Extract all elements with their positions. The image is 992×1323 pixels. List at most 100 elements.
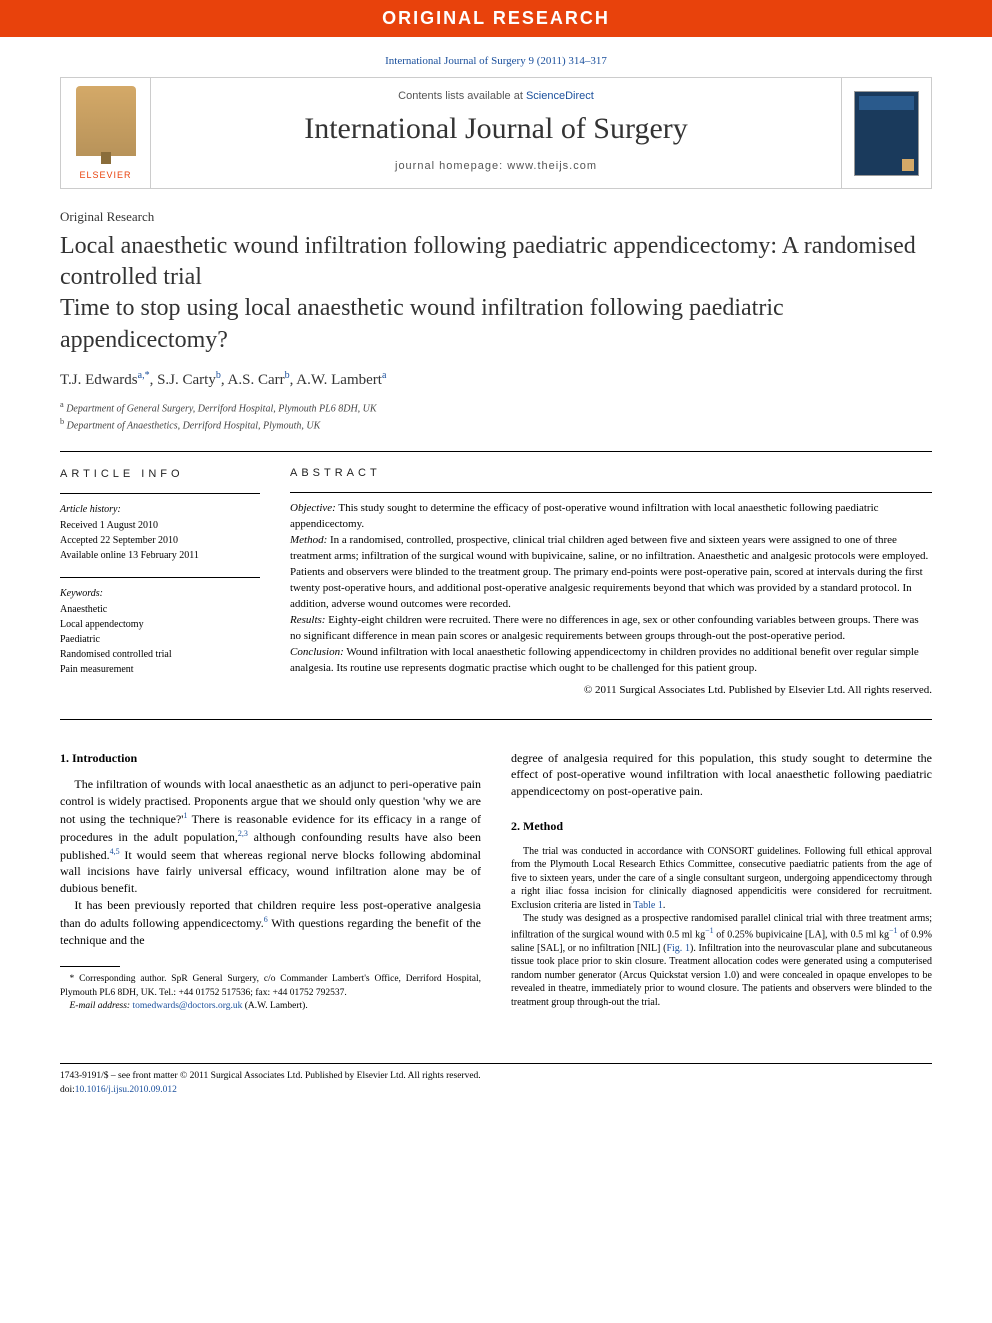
title-line2: Time to stop using local anaesthetic wou… <box>60 295 784 352</box>
abstract-heading: ABSTRACT <box>290 466 932 482</box>
authors-line: T.J. Edwardsa,*, S.J. Cartyb, A.S. Carrb… <box>60 370 932 389</box>
homepage-line: journal homepage: www.theijs.com <box>171 160 821 172</box>
homepage-prefix: journal homepage: <box>395 160 507 172</box>
method-heading: 2. Method <box>511 818 932 835</box>
keywords-block: Keywords: Anaesthetic Local appendectomy… <box>60 586 260 677</box>
article-info-heading: ARTICLE INFO <box>60 466 260 483</box>
intro-p1d: It would seem that whereas regional nerv… <box>60 848 481 896</box>
info-abstract-row: ARTICLE INFO Article history: Received 1… <box>60 466 932 698</box>
doi-link[interactable]: 10.1016/j.ijsu.2010.09.012 <box>75 1085 177 1095</box>
keywords-label: Keywords: <box>60 586 260 601</box>
corresponding-author: * Corresponding author. SpR General Surg… <box>60 973 481 1000</box>
keyword: Pain measurement <box>60 662 260 677</box>
history-label: Article history: <box>60 502 260 517</box>
citation-line: International Journal of Surgery 9 (2011… <box>0 37 992 77</box>
fig-1-ref[interactable]: Fig. 1 <box>666 943 690 954</box>
author-4: , A.W. Lambert <box>290 372 382 388</box>
sup-minus1-b: −1 <box>889 926 898 935</box>
keyword: Randomised controlled trial <box>60 647 260 662</box>
keyword: Anaesthetic <box>60 602 260 617</box>
doi-line: doi:10.1016/j.ijsu.2010.09.012 <box>60 1084 932 1097</box>
results-text: Eighty-eight children were recruited. Th… <box>290 614 919 642</box>
banner: ORIGINAL RESEARCH <box>0 0 992 37</box>
elsevier-logo-icon <box>76 86 136 156</box>
abstract-conclusion: Conclusion: Wound infiltration with loca… <box>290 645 932 677</box>
abstract-copyright: © 2011 Surgical Associates Ltd. Publishe… <box>290 683 932 699</box>
method-p1: The trial was conducted in accordance wi… <box>511 846 932 911</box>
sup-minus1-a: −1 <box>705 926 714 935</box>
masthead-center: Contents lists available at ScienceDirec… <box>151 78 841 188</box>
results-label: Results: <box>290 614 325 626</box>
issn-line: 1743-9191/$ – see front matter © 2011 Su… <box>60 1070 932 1083</box>
method-label: Method: <box>290 534 327 546</box>
conclusion-label: Conclusion: <box>290 646 344 658</box>
doi-prefix: doi: <box>60 1085 75 1095</box>
history-received: Received 1 August 2010 <box>60 518 260 533</box>
abstract-method: Method: In a randomised, controlled, pro… <box>290 533 932 613</box>
affiliation-a: a Department of General Surgery, Derrifo… <box>60 399 932 416</box>
keyword: Paediatric <box>60 632 260 647</box>
method-p1b: . <box>663 900 666 911</box>
body-two-column: 1. Introduction The infiltration of woun… <box>60 750 932 1014</box>
article-body: Original Research Local anaesthetic woun… <box>0 209 992 1043</box>
email-label: E-mail address: <box>70 1001 133 1011</box>
method-para-1: The trial was conducted in accordance wi… <box>511 845 932 913</box>
history-accepted: Accepted 22 September 2010 <box>60 533 260 548</box>
affil-b-text: Department of Anaesthetics, Derriford Ho… <box>67 420 321 431</box>
affiliation-b: b Department of Anaesthetics, Derriford … <box>60 416 932 433</box>
divider-bottom <box>60 719 932 720</box>
journal-name: International Journal of Surgery <box>171 112 821 146</box>
ref-45[interactable]: 4,5 <box>110 847 120 856</box>
divider-top <box>60 451 932 452</box>
email-line: E-mail address: tomedwards@doctors.org.u… <box>60 1000 481 1013</box>
intro-heading: 1. Introduction <box>60 750 481 767</box>
publisher-label: ELSEVIER <box>79 170 131 180</box>
keyword: Local appendectomy <box>60 617 260 632</box>
sciencedirect-link[interactable]: ScienceDirect <box>526 90 594 102</box>
abstract-divider <box>290 492 932 493</box>
affil-a-sup: a <box>60 400 64 409</box>
footnote-separator <box>60 966 120 967</box>
author-3: , A.S. Carr <box>221 372 285 388</box>
method-p2b: of 0.25% bupivicaine [LA], with 0.5 ml k… <box>714 929 889 940</box>
author-1: T.J. Edwards <box>60 372 138 388</box>
email-link[interactable]: tomedwards@doctors.org.uk <box>132 1001 242 1011</box>
title-line1: Local anaesthetic wound infiltration fol… <box>60 233 916 290</box>
contents-prefix: Contents lists available at <box>398 90 526 102</box>
abstract-results: Results: Eighty-eight children were recr… <box>290 613 932 645</box>
intro-para-2a: It has been previously reported that chi… <box>60 897 481 948</box>
masthead: ELSEVIER Contents lists available at Sci… <box>60 77 932 189</box>
conclusion-text: Wound infiltration with local anaestheti… <box>290 646 919 674</box>
corr-text: Corresponding author. SpR General Surger… <box>60 974 481 997</box>
article-info-column: ARTICLE INFO Article history: Received 1… <box>60 466 260 698</box>
author-1-sup: a,* <box>138 370 150 381</box>
intro-para-1: The infiltration of wounds with local an… <box>60 776 481 897</box>
method-para-2: The study was designed as a prospective … <box>511 912 932 1009</box>
homepage-url: www.theijs.com <box>507 160 597 172</box>
bottom-bar: 1743-9191/$ – see front matter © 2011 Su… <box>60 1063 932 1127</box>
cover-cell <box>841 78 931 188</box>
journal-cover-icon <box>854 91 919 176</box>
table-1-ref[interactable]: Table 1 <box>633 900 663 911</box>
contents-available-line: Contents lists available at ScienceDirec… <box>171 90 821 102</box>
author-4-sup: a <box>382 370 386 381</box>
email-suffix: (A.W. Lambert). <box>242 1001 307 1011</box>
author-2: , S.J. Carty <box>150 372 216 388</box>
footnotes: * Corresponding author. SpR General Surg… <box>60 973 481 1013</box>
objective-label: Objective: <box>290 502 336 514</box>
affil-a-text: Department of General Surgery, Derriford… <box>66 403 376 414</box>
abstract-objective: Objective: This study sought to determin… <box>290 501 932 533</box>
affil-b-sup: b <box>60 417 64 426</box>
info-divider-1 <box>60 493 260 494</box>
affiliations: a Department of General Surgery, Derrifo… <box>60 399 932 434</box>
objective-text: This study sought to determine the effic… <box>290 502 879 530</box>
abstract-column: ABSTRACT Objective: This study sought to… <box>290 466 932 698</box>
ref-23[interactable]: 2,3 <box>238 829 248 838</box>
method-text: In a randomised, controlled, prospective… <box>290 534 928 610</box>
publisher-cell: ELSEVIER <box>61 78 151 188</box>
info-divider-2 <box>60 577 260 578</box>
intro-para-2c: degree of analgesia required for this po… <box>511 750 932 800</box>
article-type: Original Research <box>60 209 932 225</box>
article-title: Local anaesthetic wound infiltration fol… <box>60 231 932 356</box>
history-block: Article history: Received 1 August 2010 … <box>60 502 260 563</box>
